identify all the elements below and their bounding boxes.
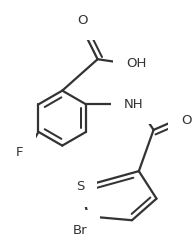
Text: NH: NH bbox=[124, 98, 144, 111]
Text: O: O bbox=[78, 14, 88, 27]
Text: OH: OH bbox=[126, 57, 146, 70]
Text: Br: Br bbox=[73, 224, 87, 237]
Text: O: O bbox=[181, 114, 191, 126]
Text: F: F bbox=[15, 146, 23, 159]
Text: S: S bbox=[76, 180, 84, 193]
